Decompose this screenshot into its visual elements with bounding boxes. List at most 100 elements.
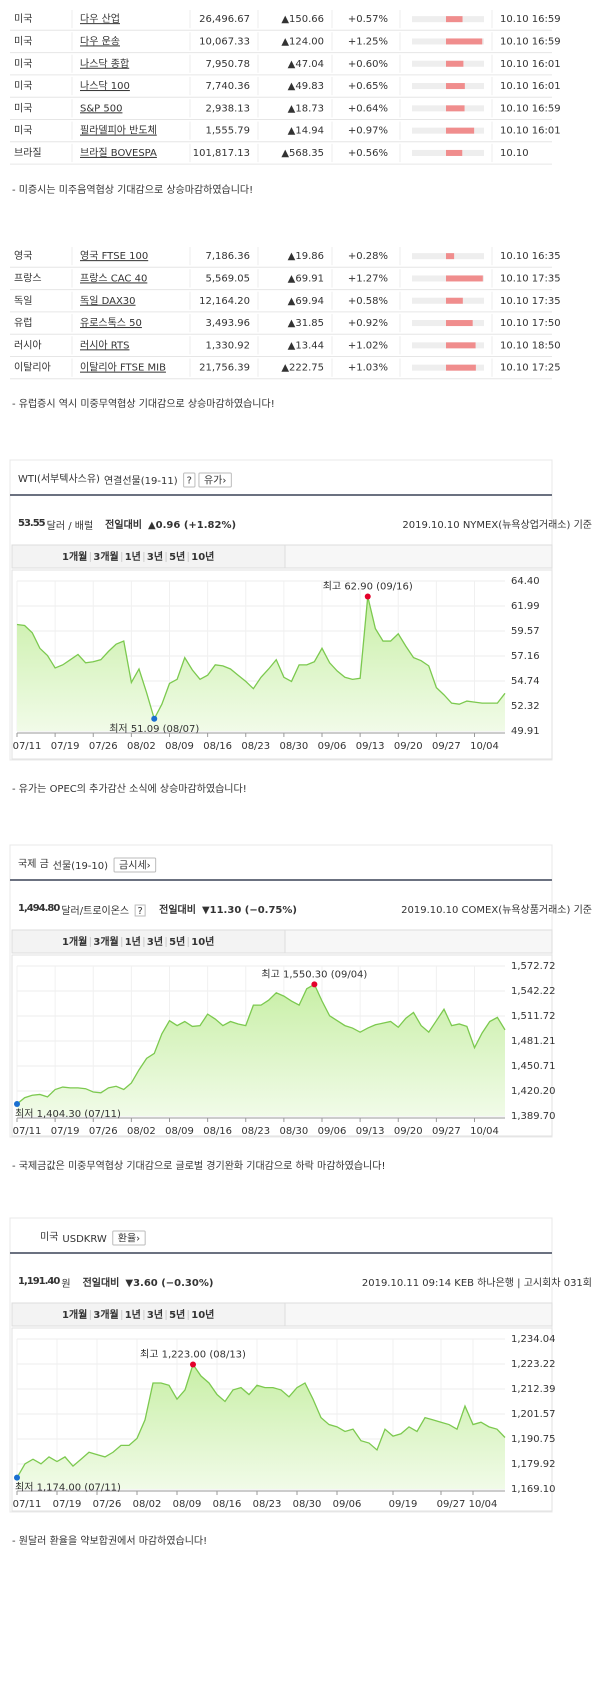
high-label: 최고 1,223.00 (08/13) <box>140 1349 246 1361</box>
link-button[interactable]: 유가› <box>204 475 226 487</box>
pct-bar <box>446 83 465 90</box>
y-tick-label: 1,179.92 <box>511 1459 556 1470</box>
pct-bar <box>446 275 483 282</box>
index-name[interactable]: 나스닥 100 <box>80 80 130 92</box>
period-tab[interactable]: 3개월 <box>93 550 118 563</box>
index-time: 10.10 17:25 <box>500 363 561 374</box>
comment: - 유럽증시 역시 미중무역협상 기대감으로 상승마감하였습니다! <box>12 397 275 410</box>
low-marker <box>14 1101 20 1108</box>
index-name[interactable]: 다우 운송 <box>80 35 120 47</box>
x-tick-label: 07/19 <box>51 741 80 752</box>
x-tick-label: 08/23 <box>241 741 270 752</box>
index-value: 7,740.36 <box>205 81 250 92</box>
index-name[interactable]: 브라질 BOVESPA <box>80 147 157 159</box>
index-time: 10.10 <box>500 148 529 159</box>
help-button[interactable]: ? <box>137 906 142 917</box>
country: 미국 <box>14 58 32 70</box>
x-tick-label: 08/16 <box>213 1499 242 1510</box>
comment: - 국제금값은 미중무역협상 기대감으로 글로벌 경기완화 기대감으로 하락 마… <box>12 1159 385 1172</box>
y-tick-label: 1,223.22 <box>511 1359 556 1370</box>
y-tick-label: 1,542.22 <box>511 986 556 997</box>
period-tab[interactable]: 3개월 <box>93 935 118 948</box>
index-time: 10.10 18:50 <box>500 340 561 351</box>
help-box[interactable] <box>134 904 146 917</box>
index-name[interactable]: 프랑스 CAC 40 <box>80 272 147 284</box>
period-tab[interactable]: 5년 <box>169 550 185 563</box>
index-name[interactable]: 영국 FTSE 100 <box>80 250 148 262</box>
high-label: 최고 62.90 (09/16) <box>323 581 413 593</box>
index-name[interactable]: 필라델피아 반도체 <box>80 125 157 137</box>
price-line <box>16 983 506 1105</box>
index-time: 10.10 17:50 <box>500 318 561 329</box>
country: 이탈리아 <box>14 361 51 374</box>
x-tick-label: 09/13 <box>356 741 385 752</box>
y-tick-label: 61.99 <box>511 601 540 612</box>
index-name[interactable]: S&P 500 <box>80 103 122 114</box>
index-value: 21,756.39 <box>199 363 250 374</box>
index-name[interactable]: 유로스톡스 50 <box>80 317 142 329</box>
x-tick-label: 08/02 <box>133 1499 162 1510</box>
area-fill <box>17 984 505 1116</box>
index-name[interactable]: 나스닥 종합 <box>80 58 129 70</box>
link-button-box[interactable] <box>113 857 157 873</box>
link-button[interactable]: 환율› <box>118 1233 140 1245</box>
help-button[interactable]: ? <box>187 476 192 487</box>
index-time: 10.10 16:59 <box>500 14 561 25</box>
index-change: ▲222.75 <box>281 363 324 374</box>
index-name[interactable]: 독일 DAX30 <box>80 295 136 307</box>
pct-bar <box>446 16 463 23</box>
index-value: 26,496.67 <box>199 14 250 25</box>
period-tab[interactable]: 1개월 <box>62 935 87 948</box>
low-label: 최저 1,174.00 (07/11) <box>15 1482 121 1494</box>
pct-bar <box>446 364 476 371</box>
period-tab[interactable]: 3개월 <box>93 1308 118 1321</box>
x-tick-label: 09/06 <box>318 1126 347 1137</box>
period-tab[interactable]: 1년 <box>125 550 141 563</box>
x-tick-label: 09/13 <box>356 1126 385 1137</box>
chart-title: 국제 금 <box>18 858 49 870</box>
x-tick-label: 08/30 <box>293 1499 322 1510</box>
index-pct: +0.65% <box>348 81 388 92</box>
y-tick-label: 52.32 <box>511 701 540 712</box>
change-label: 전일대비 <box>105 518 142 531</box>
y-tick-label: 1,481.21 <box>511 1036 556 1047</box>
x-tick-label: 08/30 <box>279 741 308 752</box>
period-tab[interactable]: 10년 <box>191 550 214 563</box>
chart-subtitle: 선물(19-10) <box>53 860 108 872</box>
link-button[interactable]: 금시세› <box>119 860 151 872</box>
index-value: 3,493.96 <box>205 318 250 329</box>
index-value: 12,164.20 <box>199 296 250 307</box>
index-value: 101,817.13 <box>193 148 250 159</box>
index-change: ▲49.83 <box>288 81 324 92</box>
index-change: ▲47.04 <box>288 59 324 70</box>
index-pct: +0.60% <box>348 59 388 70</box>
period-tab[interactable]: 1년 <box>125 935 141 948</box>
high-marker <box>311 981 318 988</box>
link-button-box[interactable] <box>112 1230 146 1246</box>
period-tab[interactable]: 5년 <box>169 935 185 948</box>
index-change: ▲69.94 <box>288 296 324 307</box>
period-tab[interactable]: 10년 <box>191 935 214 948</box>
index-pct: +0.28% <box>348 251 388 262</box>
help-button-box[interactable] <box>183 472 196 488</box>
pct-bar <box>446 38 483 45</box>
period-tab[interactable]: 3년 <box>147 1308 163 1321</box>
y-tick-label: 1,234.04 <box>511 1334 556 1345</box>
period-tab[interactable]: 3년 <box>147 550 163 563</box>
index-name[interactable]: 이탈리아 FTSE MIB <box>80 361 166 374</box>
period-tab[interactable]: 1년 <box>125 1308 141 1321</box>
price-line <box>16 596 506 721</box>
period-tab[interactable]: 3년 <box>147 935 163 948</box>
period-tab[interactable]: 10년 <box>191 1308 214 1321</box>
index-name[interactable]: 러시아 RTS <box>80 339 129 351</box>
x-tick-label: 08/23 <box>241 1126 270 1137</box>
link-button-box[interactable] <box>198 472 232 488</box>
period-tab[interactable]: 1개월 <box>62 550 87 563</box>
index-time: 10.10 16:01 <box>500 126 561 137</box>
price-unit: 달러 / 배럴 <box>47 519 94 532</box>
pct-bar <box>446 149 463 156</box>
period-tab[interactable]: 1개월 <box>62 1308 87 1321</box>
index-name[interactable]: 다우 산업 <box>80 12 120 25</box>
period-tab[interactable]: 5년 <box>169 1308 185 1321</box>
chart-title: 미국 <box>40 1231 58 1243</box>
